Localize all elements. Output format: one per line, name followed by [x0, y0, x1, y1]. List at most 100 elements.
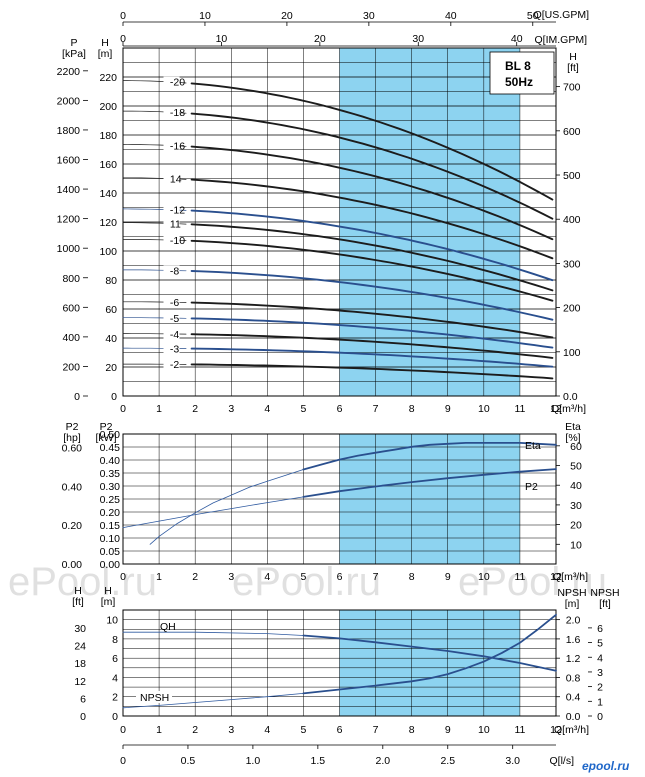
- brand-logo-text: epool.ru: [582, 759, 630, 773]
- top-axis-im-tick-label: 20: [314, 33, 326, 45]
- x-axis-tick-label: 5: [300, 724, 306, 736]
- left-axis-m-tick-label: 4: [112, 672, 118, 684]
- left-axis-kw-tick-label: 0.00: [100, 559, 121, 571]
- eta-curve-line-thin: [149, 469, 304, 545]
- right-axis-npsh-m-tick-label: 0.0: [566, 711, 581, 723]
- top-axis-im-tick-label: 10: [216, 33, 228, 45]
- title-box-frame: [489, 51, 555, 95]
- head-curve-n5-line: [190, 317, 554, 349]
- x-axis-tick-label: 9: [445, 571, 451, 583]
- right-axis-h-tick-label: 600: [563, 126, 581, 138]
- right-axis-npsh-ft-tick-label: 6: [597, 623, 603, 635]
- power-efficiency-panel: P2[hp]P2[kW]0.000.200.400.600.000.050.10…: [62, 421, 589, 583]
- left-axis-m-tick-label: 2: [112, 692, 118, 704]
- left-axis-kw-unit: [kW]: [96, 432, 117, 444]
- top-axis-us-tick-label: 20: [281, 10, 293, 22]
- x-axis-tick-label: 4: [264, 724, 270, 736]
- x-axis-tick-label: 9: [445, 724, 451, 736]
- series-label: -4: [170, 329, 179, 341]
- x-axis-tick-label: 1: [156, 403, 162, 415]
- head-curve-n20-line: [190, 82, 554, 201]
- left-axis-kw-tick-label: 0.40: [100, 455, 121, 467]
- head-curve-n3-line: [190, 347, 554, 368]
- right-axis-npsh-ft-tick-label: 0: [597, 711, 603, 723]
- series-label: -5: [170, 313, 179, 325]
- left-axis-kw-tick-label: 0.10: [100, 533, 121, 545]
- top-axis-us-tick-label: 10: [199, 10, 211, 22]
- left-axis-p-tick-label: 600: [62, 302, 80, 314]
- head-curve-n12-line: [190, 209, 554, 282]
- left-axis-hp-tick-label: 0.00: [62, 559, 83, 571]
- right-axis-npsh-ft-tick-label: 5: [597, 638, 603, 650]
- x-axis-tick-label: 2: [192, 571, 198, 583]
- left-axis-kw-tick-label: 0.25: [100, 494, 121, 506]
- bottom-axis-ls-tick-label: 0: [120, 755, 126, 767]
- right-axis-eta-tick-label: 50: [570, 461, 582, 473]
- series-label-bg: [163, 359, 180, 370]
- left-axis-hp-unit: [hp]: [63, 432, 81, 444]
- series-label-bg: [136, 691, 172, 703]
- right-axis-h-tick-label: 400: [563, 214, 581, 226]
- x-axis-tick-label: 6: [337, 571, 343, 583]
- series-label-bg: [163, 265, 180, 276]
- top-axis-us-tick-label: 30: [363, 10, 375, 22]
- left-axis-hp-tick-label: 0.20: [62, 520, 83, 532]
- right-axis-npsh-m-unit: [m]: [565, 598, 580, 610]
- right-axis-eta-tick-label: 10: [570, 539, 582, 551]
- x-axis-tick-label: 5: [300, 403, 306, 415]
- left-axis-p-unit: [kPa]: [62, 48, 86, 60]
- series-label-bg: [163, 107, 180, 118]
- series-label: -18: [170, 107, 185, 119]
- x-axis-tick-label: 0: [120, 571, 126, 583]
- left-axis-m-tick-label: 10: [106, 615, 118, 627]
- left-axis-kw-tick-label: 0.45: [100, 442, 121, 454]
- series-label-bg: [163, 140, 180, 151]
- x-axis-tick-label: 12: [550, 403, 562, 415]
- p2-curve-line-thin: [122, 496, 304, 528]
- watermark-text: ePool.ru: [232, 560, 381, 604]
- series-label: -12: [170, 205, 185, 217]
- right-axis-npsh-ft-tick-label: 1: [597, 696, 603, 708]
- left-axis-kw-tick-label: 0.15: [100, 520, 121, 532]
- title-box: BL 8 50Hz: [489, 51, 555, 95]
- x-axis-label: Q[m³/h]: [554, 724, 589, 736]
- left-axis-ft-tick-label: 30: [74, 623, 86, 635]
- series-label: -6: [170, 297, 179, 309]
- top-axis-us-tick-label: 40: [445, 10, 457, 22]
- top-axis-us-tick-label: 50: [527, 10, 539, 22]
- top-axis-us-label: Q[US.GPM]: [534, 9, 590, 21]
- x-axis-tick-label: 4: [264, 403, 270, 415]
- eta-curve-line: [302, 442, 557, 471]
- series-label-bg: [163, 312, 180, 323]
- left-axis-p-tick-label: 1200: [57, 214, 81, 226]
- series-label: -3: [170, 343, 179, 355]
- right-axis-npsh-m-label: NPSH: [557, 587, 586, 599]
- x-axis-tick-label: 3: [228, 571, 234, 583]
- left-axis-ft-label: H: [74, 585, 82, 597]
- right-axis-npsh-m-tick-label: 1.2: [566, 653, 581, 665]
- chart-title: BL 8: [505, 59, 531, 73]
- series-label-bg: [163, 76, 180, 87]
- x-axis-label: Q[m³/h]: [551, 403, 586, 415]
- right-axis-npsh-ft-tick-label: 4: [597, 652, 603, 664]
- head-curve-n18-line: [190, 112, 554, 220]
- top-axis-us-tick-label: 0: [120, 10, 126, 22]
- right-axis-eta-unit: [%]: [565, 432, 580, 444]
- head-curve-n6-line: [190, 301, 554, 339]
- right-axis-h-tick-label: 700: [563, 82, 581, 94]
- watermark: ePool.ru ePool.ru ePool.ru: [8, 560, 607, 604]
- left-axis-h-tick-label: 80: [105, 275, 117, 287]
- head-curve-n2-line: [190, 363, 554, 380]
- bottom-axis-ls-tick-label: 3.0: [505, 755, 520, 767]
- left-axis-p-tick-label: 400: [62, 332, 80, 344]
- left-axis-kw-tick-label: 0.20: [100, 507, 121, 519]
- x-axis-tick-label: 8: [409, 571, 415, 583]
- left-axis-h-tick-label: 60: [105, 304, 117, 316]
- left-axis-ft-tick-label: 24: [74, 641, 86, 653]
- left-axis-p-tick-label: 200: [62, 361, 80, 373]
- p2-curve-line: [302, 468, 557, 498]
- left-axis-kw-label: P2: [100, 421, 113, 433]
- right-axis-h-unit: [ft]: [567, 62, 579, 74]
- right-axis-h-tick-label: 100: [563, 347, 581, 359]
- x-axis-tick-label: 11: [514, 571, 525, 583]
